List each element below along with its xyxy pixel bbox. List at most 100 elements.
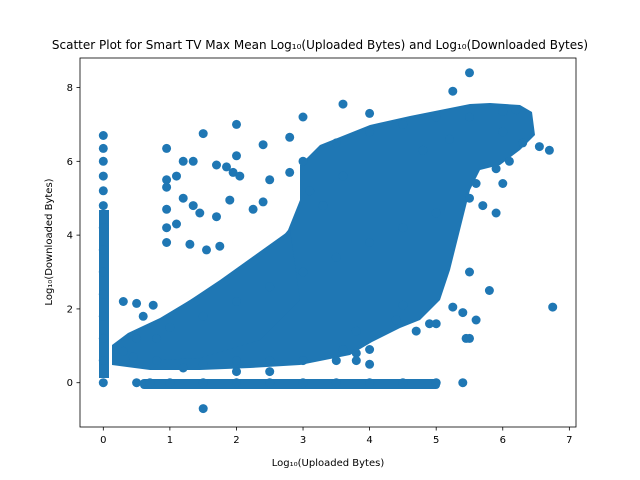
plot-frame <box>79 57 577 428</box>
scatter-point <box>331 356 341 366</box>
scatter-point <box>232 378 241 388</box>
scatter-point <box>491 208 501 218</box>
point-cloud <box>99 103 535 389</box>
scatter-point <box>98 131 108 140</box>
scatter-point <box>431 112 441 122</box>
x-tick-label: 4 <box>366 435 372 446</box>
scatter-point <box>448 302 458 312</box>
scatter-point <box>98 223 108 233</box>
scatter-point <box>178 193 188 203</box>
scatter-point <box>351 326 361 336</box>
scatter-point <box>391 315 401 325</box>
y-tick-label: 8 <box>67 83 73 94</box>
scatter-point <box>215 241 225 251</box>
scatter-point <box>198 129 208 139</box>
scatter-point <box>338 99 348 109</box>
scatter-point <box>188 156 198 166</box>
scatter-point <box>465 333 474 343</box>
scatter-point <box>225 195 235 205</box>
scatter-point <box>445 134 454 144</box>
scatter-point <box>172 219 181 229</box>
scatter-point <box>265 367 275 377</box>
scatter-point <box>398 378 408 388</box>
scatter-point <box>228 167 238 177</box>
scatter-point <box>222 162 231 172</box>
scatter-point <box>365 359 375 369</box>
scatter-point <box>365 378 375 388</box>
scatter-point <box>318 201 328 211</box>
x-tick-label: 6 <box>500 435 506 446</box>
scatter-point <box>398 300 408 310</box>
scatter-point <box>198 404 208 414</box>
scatter-point <box>195 208 205 218</box>
scatter-point <box>258 197 268 207</box>
chart-title: Scatter Plot for Smart TV Max Mean Log₁₀… <box>52 38 588 52</box>
scatter-point <box>431 378 441 388</box>
scatter-point <box>491 164 501 174</box>
scatter-point <box>188 201 198 211</box>
scatter-point <box>148 300 158 310</box>
scatter-point <box>498 107 508 116</box>
scatter-point <box>98 156 108 166</box>
scatter-point <box>298 112 308 122</box>
scatter-point <box>411 326 421 336</box>
scatter-point <box>285 132 295 142</box>
scatter-point <box>265 378 275 388</box>
scatter-point <box>98 378 108 388</box>
scatter-point <box>178 363 188 373</box>
scatter-point <box>198 378 208 388</box>
scatter-point <box>162 238 172 247</box>
scatter-point <box>338 171 348 181</box>
y-tick-label: 0 <box>67 378 73 389</box>
scatter-point <box>331 378 341 388</box>
scatter-point <box>198 311 208 321</box>
scatter-point <box>351 356 361 366</box>
scatter-point <box>162 204 172 214</box>
scatter-point <box>365 238 375 247</box>
scatter-point <box>431 319 441 329</box>
scatter-point <box>132 298 142 308</box>
scatter-point <box>511 105 521 115</box>
scatter-point <box>298 267 308 277</box>
scatter-point <box>465 68 474 78</box>
scatter-point <box>248 204 258 214</box>
scatter-point <box>118 346 128 356</box>
scatter-point <box>98 333 108 343</box>
scatter-point <box>145 378 155 388</box>
scatter-point <box>162 223 172 233</box>
y-tick-label: 2 <box>67 304 73 315</box>
scatter-point <box>448 86 458 96</box>
scatter-point <box>418 145 428 155</box>
y-axis: 0 2 4 6 8 <box>67 83 80 389</box>
scatter-point <box>232 151 241 161</box>
scatter-point <box>232 367 241 377</box>
scatter-point <box>338 345 348 354</box>
scatter-point <box>365 108 375 118</box>
scatter-point <box>471 179 481 188</box>
scatter-point <box>165 322 175 332</box>
scatter-point <box>172 171 181 181</box>
scatter-point <box>235 171 245 181</box>
scatter-point <box>298 356 308 366</box>
scatter-point <box>98 171 108 181</box>
scatter-point <box>331 138 341 148</box>
scatter-point <box>118 297 128 306</box>
scatter-point <box>478 201 488 211</box>
scatter-point <box>465 267 474 277</box>
scatter-point <box>534 142 544 152</box>
scatter-point <box>504 156 514 166</box>
scatter-point <box>298 156 308 166</box>
scatter-point <box>465 193 474 203</box>
scatter-point <box>212 212 221 222</box>
scatter-point <box>285 167 295 177</box>
scatter-point <box>398 223 408 233</box>
x-tick-label: 7 <box>566 435 572 446</box>
scatter-point <box>98 267 108 277</box>
scatter-point <box>98 311 108 321</box>
scatter-point <box>98 143 108 153</box>
scatter-point <box>232 297 241 306</box>
scatter-point <box>365 345 375 354</box>
scatter-point <box>232 356 241 366</box>
scatter-point <box>265 282 275 292</box>
